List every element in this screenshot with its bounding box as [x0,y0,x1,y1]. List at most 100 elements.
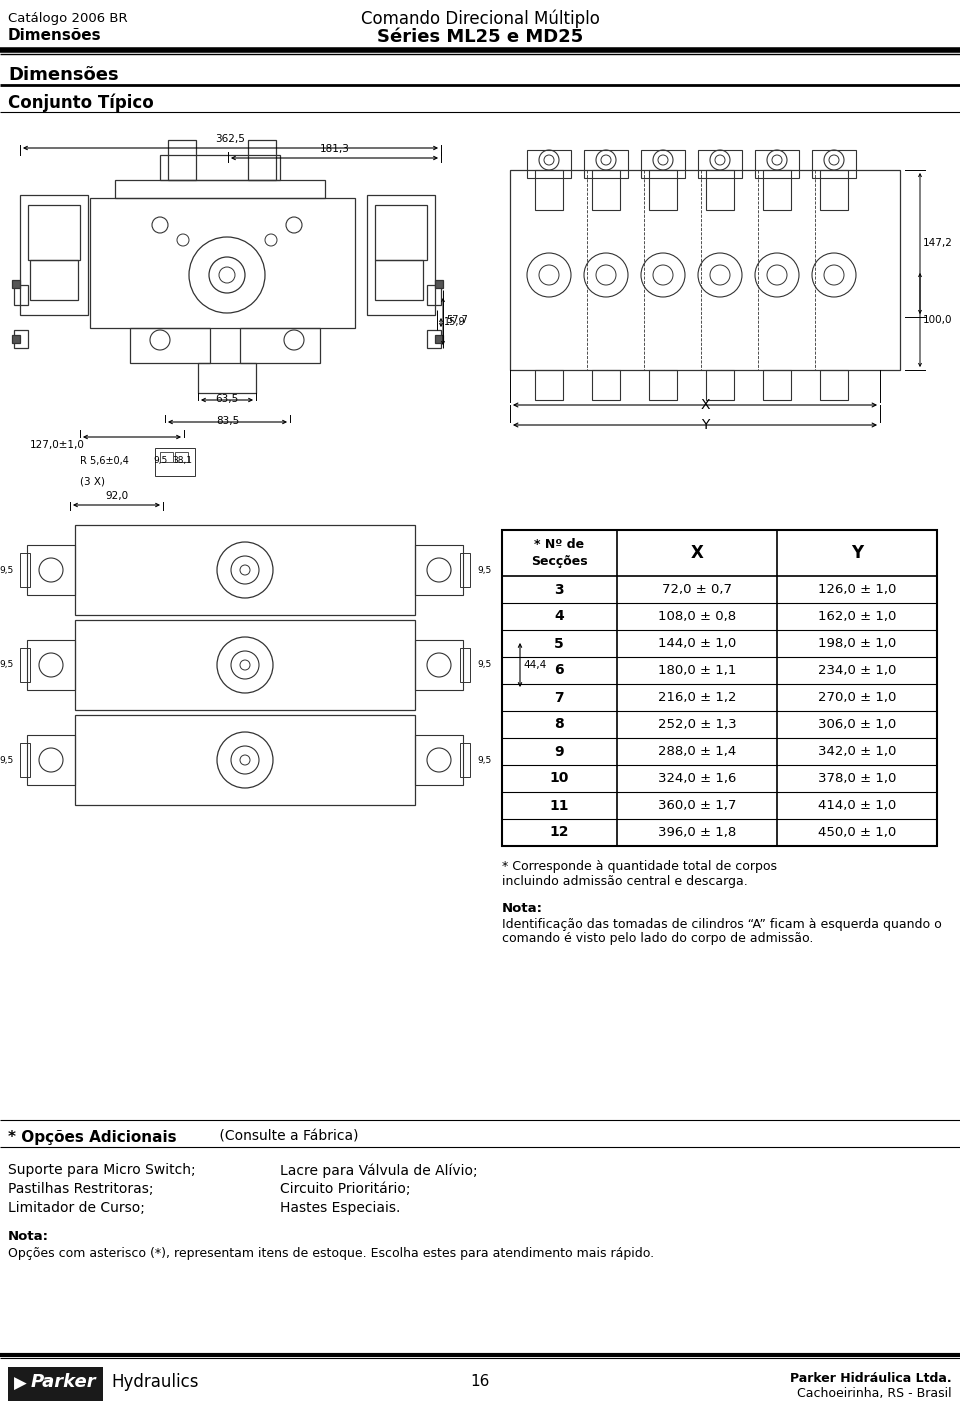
Text: 38,1: 38,1 [172,456,192,464]
Text: * Nº de
Secções: * Nº de Secções [531,538,588,568]
Bar [198,363,256,393]
Text: 180,0 ± 1,1: 180,0 ± 1,1 [658,665,736,677]
Bar [460,648,470,681]
Bar [427,285,441,306]
Bar [460,743,470,777]
Text: Conjunto Típico: Conjunto Típico [8,93,154,112]
Text: 11: 11 [549,799,568,813]
Text: 6: 6 [554,663,564,677]
Text: 181,3: 181,3 [320,144,349,154]
Text: 3: 3 [554,582,564,596]
Bar [649,370,677,400]
Bar [649,170,677,210]
Text: Comando Direcional Múltiplo: Comando Direcional Múltiplo [361,10,599,28]
Bar [27,735,75,785]
Bar [502,530,937,845]
Text: Dimensões: Dimensões [8,28,102,43]
Text: 270,0 ± 1,0: 270,0 ± 1,0 [818,691,897,704]
Bar [415,639,463,690]
Text: Limitador de Curso;: Limitador de Curso; [8,1202,145,1216]
Text: 362,5: 362,5 [216,135,246,144]
Text: 126,0 ± 1,0: 126,0 ± 1,0 [818,583,897,596]
Text: 4: 4 [554,610,564,624]
Text: Y: Y [701,418,709,432]
Text: 216,0 ± 1,2: 216,0 ± 1,2 [658,691,736,704]
Text: Parker: Parker [30,1373,96,1391]
Text: (3 X): (3 X) [80,477,105,486]
Bar [415,735,463,785]
Bar [584,150,628,178]
Bar [27,639,75,690]
Text: 12: 12 [549,826,568,840]
Bar [130,328,210,363]
Text: 342,0 ± 1,0: 342,0 ± 1,0 [818,744,897,758]
Text: 9,5: 9,5 [478,565,492,575]
Bar [12,280,20,287]
Text: 83,5: 83,5 [216,416,239,426]
Bar [367,195,435,315]
Bar [415,545,463,594]
Text: R 5,6±0,4: R 5,6±0,4 [80,456,129,465]
Text: 9,5: 9,5 [0,565,14,575]
Text: Opções com asterisco (*), representam itens de estoque. Escolha estes para atend: Opções com asterisco (*), representam it… [8,1246,654,1260]
Text: 8: 8 [554,718,564,732]
Bar [820,370,848,400]
Text: 9,5: 9,5 [0,660,14,670]
Text: 100,0: 100,0 [923,315,952,325]
Text: 9: 9 [554,744,564,758]
Bar [20,648,30,681]
Text: X: X [700,398,709,412]
Text: 288,0 ± 1,4: 288,0 ± 1,4 [658,744,736,758]
Text: Parker Hidráulica Ltda.: Parker Hidráulica Ltda. [790,1373,952,1385]
Text: 63,5: 63,5 [215,394,239,404]
Text: Nota:: Nota: [8,1230,49,1244]
Bar [155,449,195,477]
Text: 252,0 ± 1,3: 252,0 ± 1,3 [658,718,736,730]
Bar [30,259,78,300]
Bar [75,524,415,615]
Text: 378,0 ± 1,0: 378,0 ± 1,0 [818,773,897,785]
Bar [14,329,28,348]
Text: 198,0 ± 1,0: 198,0 ± 1,0 [818,637,896,651]
Bar [592,370,620,400]
Bar [160,156,280,179]
Text: Hydraulics: Hydraulics [111,1373,199,1391]
Bar [460,552,470,587]
Bar [706,370,734,400]
Text: Suporte para Micro Switch;: Suporte para Micro Switch; [8,1164,196,1178]
Text: Cachoeirinha, RS - Brasil: Cachoeirinha, RS - Brasil [798,1387,952,1401]
Text: Circuito Prioritário;: Circuito Prioritário; [280,1182,411,1196]
Bar [435,280,443,287]
Bar [75,620,415,709]
Bar [168,140,196,179]
Bar [698,150,742,178]
Text: Hastes Especiais.: Hastes Especiais. [280,1202,400,1216]
Text: 414,0 ± 1,0: 414,0 ± 1,0 [818,799,896,812]
Bar [527,150,571,178]
Text: 360,0 ± 1,7: 360,0 ± 1,7 [658,799,736,812]
Bar [20,552,30,587]
Text: 396,0 ± 1,8: 396,0 ± 1,8 [658,826,736,838]
Bar [812,150,856,178]
Text: (Consulte a Fábrica): (Consulte a Fábrica) [215,1130,358,1144]
Bar [755,150,799,178]
Bar [20,743,30,777]
Bar [375,205,427,259]
Text: 7: 7 [554,691,564,704]
Text: 9,5: 9,5 [0,756,14,764]
Text: 108,0 ± 0,8: 108,0 ± 0,8 [658,610,736,622]
Bar [28,205,80,259]
Text: Dimensões: Dimensões [8,66,119,84]
Bar [240,328,320,363]
Text: 57,7: 57,7 [446,315,468,325]
Bar [706,170,734,210]
Bar [14,285,28,306]
Bar [175,451,188,463]
Text: incluindo admissão central e descarga.: incluindo admissão central e descarga. [502,875,748,887]
Text: 234,0 ± 1,0: 234,0 ± 1,0 [818,665,897,677]
Text: X: X [690,544,704,562]
Text: 5: 5 [554,637,564,651]
Text: 10: 10 [549,771,568,785]
Bar [535,370,563,400]
Bar [535,170,563,210]
